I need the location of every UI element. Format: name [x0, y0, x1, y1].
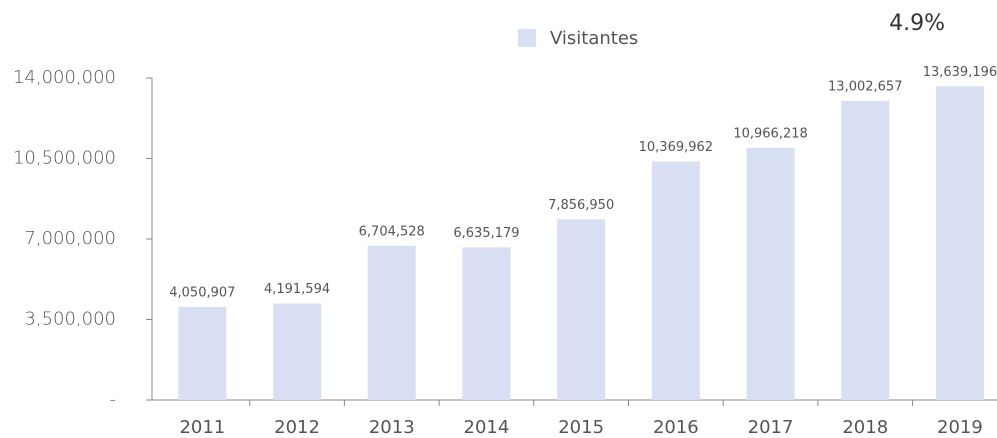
x-tick-label: 2017 — [748, 417, 794, 438]
value-label: 10,369,962 — [639, 140, 713, 155]
y-tick-label: 14,000,000 — [13, 67, 116, 88]
bar — [557, 219, 606, 400]
bar — [178, 306, 227, 400]
value-label: 13,002,657 — [828, 79, 902, 94]
y-tick-label: - — [110, 389, 117, 410]
bar — [935, 86, 984, 400]
value-label: 7,856,950 — [548, 198, 614, 213]
y-tick-label: 10,500,000 — [13, 148, 116, 169]
x-tick-label: 2019 — [937, 417, 983, 438]
legend-label: Visitantes — [550, 28, 638, 49]
legend-swatch — [518, 29, 536, 47]
x-tick-label: 2015 — [558, 417, 604, 438]
value-label: 10,966,218 — [733, 126, 807, 141]
y-tick-label: 3,500,000 — [24, 309, 116, 330]
bar — [651, 161, 700, 400]
x-tick-label: 2012 — [274, 417, 320, 438]
x-tick-label: 2013 — [369, 417, 415, 438]
value-label: 4,050,907 — [169, 285, 235, 300]
value-label: 4,191,594 — [264, 282, 330, 297]
x-tick-label: 2014 — [464, 417, 510, 438]
bar — [746, 147, 795, 400]
y-tick-label: 7,000,000 — [24, 228, 116, 249]
value-label: 6,704,528 — [359, 224, 425, 239]
bar — [367, 245, 416, 400]
x-tick-label: 2016 — [653, 417, 699, 438]
bar — [462, 247, 511, 400]
annotation: 4.9% — [889, 11, 945, 36]
x-tick-label: 2018 — [842, 417, 888, 438]
bar — [841, 100, 890, 400]
x-tick-label: 2011 — [179, 417, 225, 438]
value-label: 6,635,179 — [453, 226, 519, 241]
bar — [273, 303, 322, 400]
value-label: 13,639,196 — [923, 65, 997, 80]
